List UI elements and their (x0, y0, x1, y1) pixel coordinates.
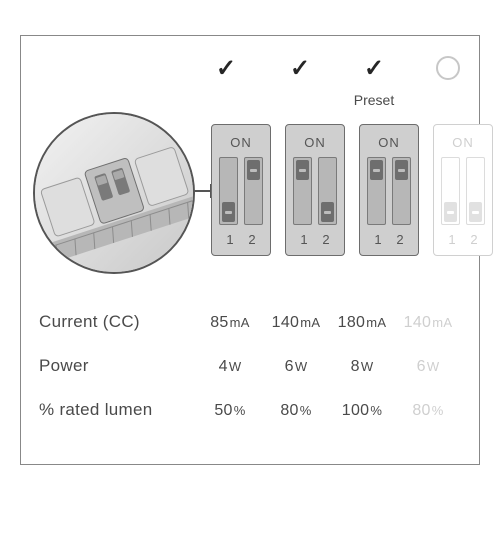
leader-line (193, 190, 211, 192)
product-photo (33, 112, 195, 274)
dip-knob (444, 202, 457, 222)
on-label: ON (212, 135, 270, 150)
header-mark-3 (418, 54, 478, 85)
dip-switch-2: ON 12 (359, 124, 419, 256)
dip-switch-1: ON 12 (285, 124, 345, 256)
preset-row: Preset (196, 92, 478, 108)
row-label: Current (CC) (39, 312, 197, 332)
dip-num: 1 (441, 232, 463, 247)
dip-slot (367, 157, 386, 225)
dip-knob (469, 202, 482, 222)
table-row: Power 4W 6W 8W 6W (39, 356, 461, 400)
cell: 4W (197, 358, 263, 376)
header-mark-1: ✓ (270, 54, 330, 85)
check-icon: ✓ (364, 55, 384, 82)
header-mark-2: ✓ (344, 54, 404, 85)
dip-switch-row: ON 12 ON 12 ON 12 ON (211, 124, 493, 256)
check-icon: ✓ (216, 55, 236, 82)
cell: 140mA (263, 314, 329, 332)
header-marks: ✓ ✓ ✓ (196, 54, 478, 85)
cell: 6W (395, 358, 461, 376)
table-row: Current (CC) 85mA 140mA 180mA 140mA (39, 312, 461, 356)
cell: 8W (329, 358, 395, 376)
on-label: ON (434, 135, 492, 150)
dip-num: 2 (315, 232, 337, 247)
dip-slot (293, 157, 312, 225)
dip-slot (219, 157, 238, 225)
dip-num: 1 (219, 232, 241, 247)
table-row: % rated lumen 50% 80% 100% 80% (39, 400, 461, 444)
dip-knob (370, 160, 383, 180)
dip-num: 1 (293, 232, 315, 247)
diagram-frame: ✓ ✓ ✓ Preset (20, 35, 480, 465)
dip-slot (466, 157, 485, 225)
on-label: ON (286, 135, 344, 150)
header-mark-0: ✓ (196, 54, 256, 85)
on-label: ON (360, 135, 418, 150)
check-icon: ✓ (290, 55, 310, 82)
dip-slot (318, 157, 337, 225)
cell: 100% (329, 402, 395, 420)
dip-slot (392, 157, 411, 225)
cell: 140mA (395, 314, 461, 332)
dip-switch-0: ON 12 (211, 124, 271, 256)
dip-switch-3: ON 12 (433, 124, 493, 256)
dip-knob (321, 202, 334, 222)
circle-icon (436, 56, 460, 80)
dip-knob (296, 160, 309, 180)
preset-label: Preset (344, 92, 404, 108)
dip-slot (244, 157, 263, 225)
dip-slot (441, 157, 460, 225)
cell: 85mA (197, 314, 263, 332)
row-label: % rated lumen (39, 400, 197, 420)
dip-knob (395, 160, 408, 180)
cell: 80% (395, 402, 461, 420)
cell: 80% (263, 402, 329, 420)
cell: 50% (197, 402, 263, 420)
cell: 180mA (329, 314, 395, 332)
spec-table: Current (CC) 85mA 140mA 180mA 140mA Powe… (39, 312, 461, 444)
dip-num: 2 (463, 232, 485, 247)
dip-num: 2 (241, 232, 263, 247)
dip-knob (247, 160, 260, 180)
row-label: Power (39, 356, 197, 376)
cell: 6W (263, 358, 329, 376)
dip-num: 1 (367, 232, 389, 247)
dip-knob (222, 202, 235, 222)
dip-num: 2 (389, 232, 411, 247)
